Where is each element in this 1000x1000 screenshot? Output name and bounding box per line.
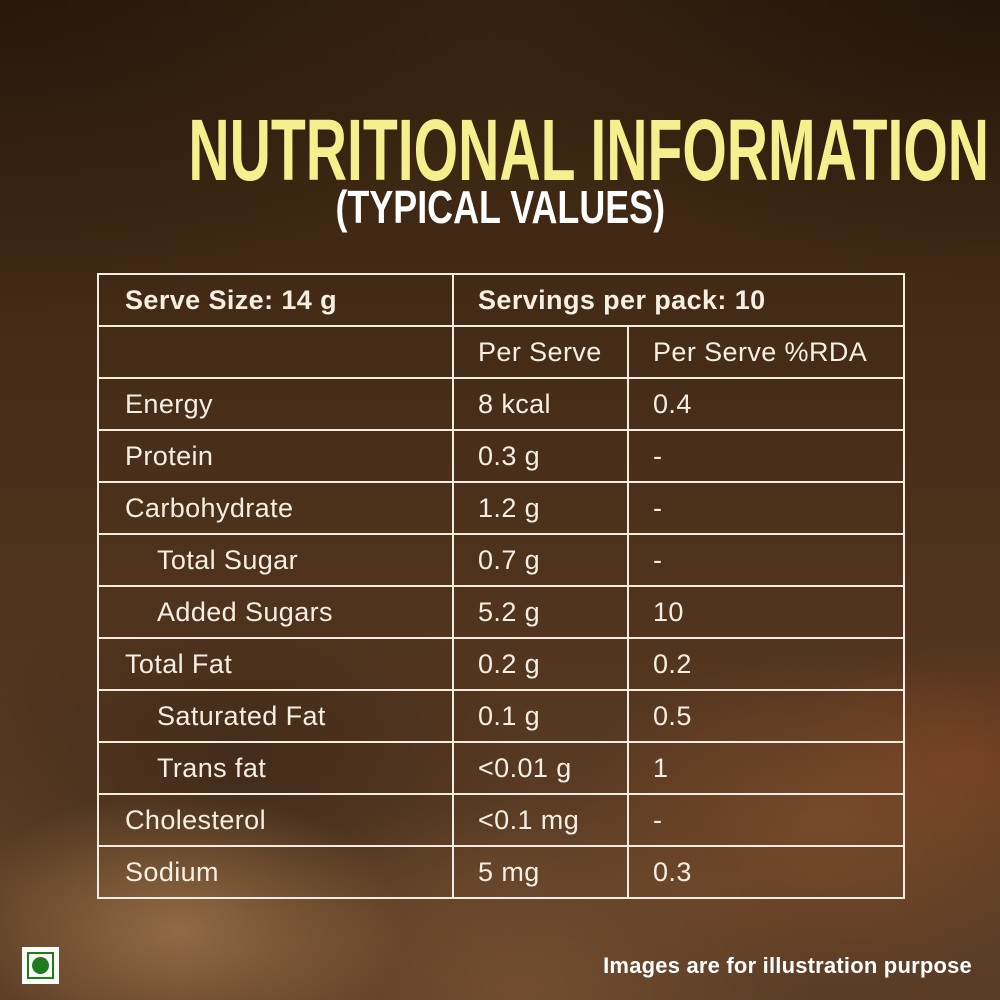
nutrient-label: Energy [97, 377, 454, 431]
per-serve-value: 0.2 g [452, 637, 629, 691]
per-serve-header-cell: Per Serve [452, 325, 629, 379]
nutrient-label: Saturated Fat [97, 689, 454, 743]
table-header-row-columns: Per Serve Per Serve %RDA [97, 325, 906, 379]
rda-value: 0.3 [626, 845, 906, 899]
rda-value: - [626, 533, 906, 587]
servings-per-pack-cell: Servings per pack: 10 [451, 273, 906, 327]
rda-header-cell: Per Serve %RDA [626, 325, 906, 379]
nutrition-table: Serve Size: 14 g Servings per pack: 10 P… [97, 273, 906, 899]
table-row: Cholesterol <0.1 mg - [97, 793, 906, 847]
page-title: NUTRITIONAL INFORMATION [188, 101, 990, 199]
rda-value: 10 [626, 585, 906, 639]
per-serve-value: 8 kcal [452, 377, 629, 431]
nutrient-label: Cholesterol [97, 793, 454, 847]
per-serve-value: 0.1 g [452, 689, 629, 743]
table-row: Protein 0.3 g- [97, 429, 906, 483]
table-row: Sodium 5 mg 0.3 [97, 845, 906, 899]
per-serve-value: 0.3 g [452, 429, 629, 483]
table-row: Total Sugar 0.7 g- [97, 533, 906, 587]
rda-value: 0.4 [626, 377, 906, 431]
per-serve-value: 0.7 g [452, 533, 629, 587]
nutrient-label: Total Sugar [97, 533, 454, 587]
per-serve-value: <0.1 mg [452, 793, 629, 847]
table-header-row-serve: Serve Size: 14 g Servings per pack: 10 [97, 273, 906, 327]
per-serve-value: 5.2 g [452, 585, 629, 639]
rda-value: - [626, 793, 906, 847]
veg-mark-frame [27, 952, 54, 979]
nutrition-table-body: Serve Size: 14 g Servings per pack: 10 P… [97, 273, 906, 899]
serve-size-cell: Serve Size: 14 g [97, 273, 454, 327]
page-subtitle: (TYPICAL VALUES) [335, 181, 665, 233]
veg-mark-icon [22, 947, 59, 984]
veg-mark-dot [32, 957, 49, 974]
nutrient-label: Added Sugars [97, 585, 454, 639]
rda-value: - [626, 429, 906, 483]
nutrient-label: Sodium [97, 845, 454, 899]
table-row: Energy 8 kcal 0.4 [97, 377, 906, 431]
page-title-block: NUTRITIONAL INFORMATION [0, 101, 1000, 199]
page-subtitle-block: (TYPICAL VALUES) [0, 184, 1000, 230]
illustration-disclaimer: Images are for illustration purpose [603, 953, 972, 978]
per-serve-value: 1.2 g [452, 481, 629, 535]
rda-value: - [626, 481, 906, 535]
table-row: Added Sugars 5.2 g 10 [97, 585, 906, 639]
nutrient-label: Protein [97, 429, 454, 483]
empty-header-cell [97, 325, 454, 379]
per-serve-value: <0.01 g [452, 741, 629, 795]
rda-value: 0.2 [626, 637, 906, 691]
table-row: Carbohydrate 1.2 g- [97, 481, 906, 535]
rda-value: 0.5 [626, 689, 906, 743]
rda-value: 1 [626, 741, 906, 795]
table-row: Saturated Fat 0.1 g 0.5 [97, 689, 906, 743]
nutrient-label: Carbohydrate [97, 481, 454, 535]
nutrient-label: Total Fat [97, 637, 454, 691]
nutrient-label: Trans fat [97, 741, 454, 795]
table-row: Total Fat 0.2 g 0.2 [97, 637, 906, 691]
per-serve-value: 5 mg [452, 845, 629, 899]
